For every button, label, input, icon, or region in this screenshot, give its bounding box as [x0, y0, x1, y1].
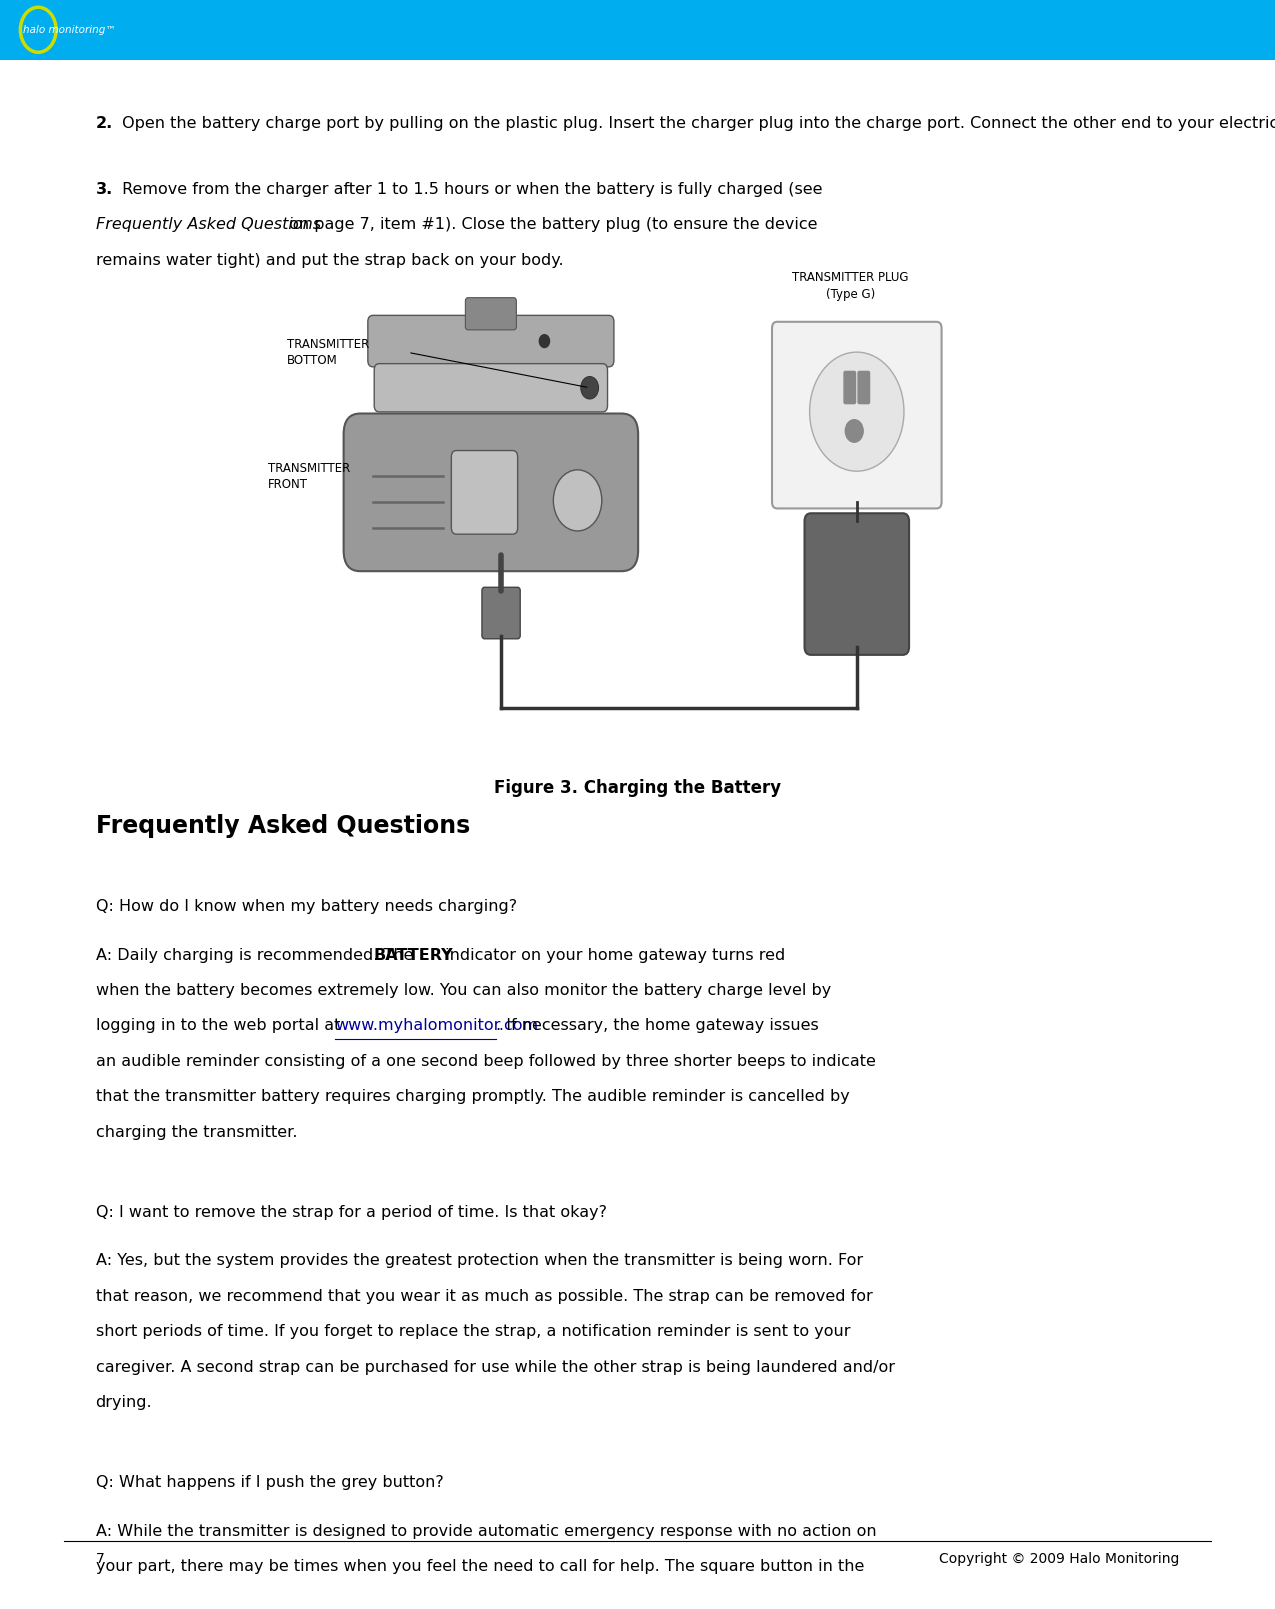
Text: that the transmitter battery requires charging promptly. The audible reminder is: that the transmitter battery requires ch…: [96, 1089, 849, 1104]
Text: Q: I want to remove the strap for a period of time. Is that okay?: Q: I want to remove the strap for a peri…: [96, 1205, 607, 1220]
Text: Figure 3. Charging the Battery: Figure 3. Charging the Battery: [493, 779, 782, 796]
Text: Q: What happens if I push the grey button?: Q: What happens if I push the grey butto…: [96, 1475, 444, 1490]
Text: Open the battery charge port by pulling on the plastic plug. Insert the charger : Open the battery charge port by pulling …: [117, 116, 1275, 130]
Text: . If necessary, the home gateway issues: . If necessary, the home gateway issues: [496, 1018, 819, 1033]
FancyBboxPatch shape: [451, 451, 518, 534]
Circle shape: [553, 470, 602, 531]
Circle shape: [845, 420, 863, 442]
Text: Frequently Asked Questions: Frequently Asked Questions: [96, 217, 321, 232]
Text: www.myhalomonitor.com: www.myhalomonitor.com: [335, 1018, 538, 1033]
FancyBboxPatch shape: [0, 0, 1275, 60]
Circle shape: [581, 377, 598, 399]
Text: A: Yes, but the system provides the greatest protection when the transmitter is : A: Yes, but the system provides the grea…: [96, 1253, 863, 1268]
Text: on page 7, item #1). Close the battery plug (to ensure the device: on page 7, item #1). Close the battery p…: [284, 217, 817, 232]
Text: an audible reminder consisting of a one second beep followed by three shorter be: an audible reminder consisting of a one …: [96, 1054, 876, 1068]
Text: A: Daily charging is recommended. The: A: Daily charging is recommended. The: [96, 948, 418, 962]
Text: when the battery becomes extremely low. You can also monitor the battery charge : when the battery becomes extremely low. …: [96, 983, 831, 998]
Text: 7: 7: [96, 1553, 105, 1566]
Text: 3.: 3.: [96, 182, 113, 196]
FancyBboxPatch shape: [465, 298, 516, 330]
FancyBboxPatch shape: [344, 414, 638, 571]
FancyBboxPatch shape: [773, 322, 941, 508]
Text: Frequently Asked Questions: Frequently Asked Questions: [96, 814, 470, 838]
Text: 2.: 2.: [96, 116, 113, 130]
Circle shape: [539, 335, 550, 348]
Text: charging the transmitter.: charging the transmitter.: [96, 1125, 297, 1139]
Text: TRANSMITTER
FRONT: TRANSMITTER FRONT: [268, 462, 351, 491]
Text: Copyright © 2009 Halo Monitoring: Copyright © 2009 Halo Monitoring: [938, 1553, 1179, 1566]
Text: halo monitoring™: halo monitoring™: [23, 24, 116, 35]
Text: Remove from the charger after 1 to 1.5 hours or when the battery is fully charge: Remove from the charger after 1 to 1.5 h…: [117, 182, 822, 196]
Text: caregiver. A second strap can be purchased for use while the other strap is bein: caregiver. A second strap can be purchas…: [96, 1360, 895, 1374]
FancyBboxPatch shape: [844, 372, 856, 404]
Text: BATTERY: BATTERY: [374, 948, 453, 962]
Text: TRANSMITTER
BOTTOM: TRANSMITTER BOTTOM: [287, 338, 370, 367]
Text: Q: How do I know when my battery needs charging?: Q: How do I know when my battery needs c…: [96, 899, 516, 914]
Text: your part, there may be times when you feel the need to call for help. The squar: your part, there may be times when you f…: [96, 1559, 864, 1574]
FancyBboxPatch shape: [482, 587, 520, 639]
Text: A: While the transmitter is designed to provide automatic emergency response wit: A: While the transmitter is designed to …: [96, 1524, 876, 1538]
Circle shape: [810, 352, 904, 471]
Text: TRANSMITTER PLUG
(Type G): TRANSMITTER PLUG (Type G): [792, 270, 909, 301]
Text: indicator on your home gateway turns red: indicator on your home gateway turns red: [440, 948, 785, 962]
Text: that reason, we recommend that you wear it as much as possible. The strap can be: that reason, we recommend that you wear …: [96, 1289, 872, 1303]
Text: drying.: drying.: [96, 1395, 152, 1409]
Text: short periods of time. If you forget to replace the strap, a notification remind: short periods of time. If you forget to …: [96, 1324, 850, 1339]
FancyBboxPatch shape: [805, 513, 909, 655]
Text: remains water tight) and put the strap back on your body.: remains water tight) and put the strap b…: [96, 253, 564, 267]
FancyBboxPatch shape: [858, 372, 870, 404]
Text: logging in to the web portal at: logging in to the web portal at: [96, 1018, 346, 1033]
FancyBboxPatch shape: [367, 315, 615, 367]
FancyBboxPatch shape: [375, 364, 607, 412]
